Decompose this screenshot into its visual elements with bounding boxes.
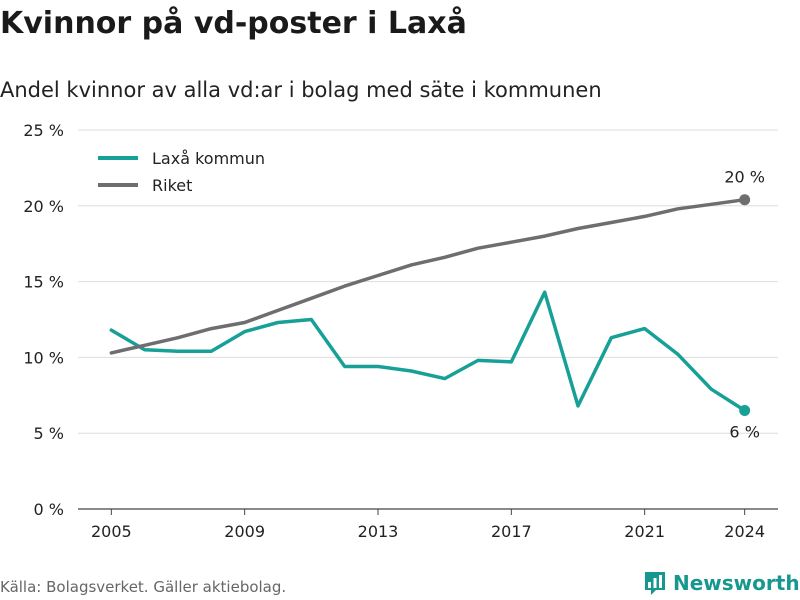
x-tick-label: 2013: [358, 522, 399, 541]
end-value-label: 6 %: [729, 422, 759, 441]
end-value-label: 20 %: [724, 168, 765, 187]
legend-label: Laxå kommun: [152, 149, 265, 168]
brand-logo: Newsworthy: [643, 570, 800, 596]
bar-chart-logo-icon: [645, 572, 665, 595]
chart-title: Kvinnor på vd-poster i Laxå: [0, 6, 467, 41]
y-tick-label: 15 %: [23, 273, 64, 292]
y-tick-label: 10 %: [23, 348, 64, 367]
series-line-riket: [109, 197, 747, 355]
x-tick-label: 2005: [91, 522, 132, 541]
series-endpoint-lax-kommun: [739, 404, 751, 416]
y-tick-label: 5 %: [34, 424, 64, 443]
x-tick-label: 2009: [224, 522, 265, 541]
y-tick-label: 25 %: [23, 121, 64, 140]
legend-label: Riket: [152, 176, 192, 195]
source-note: Källa: Bolagsverket. Gäller aktiebolag.: [0, 578, 287, 596]
x-tick-label: 2021: [624, 522, 665, 541]
series-endpoint-riket: [739, 194, 751, 206]
chart-subtitle: Andel kvinnor av alla vd:ar i bolag med …: [0, 78, 602, 102]
brand-name: Newsworthy: [673, 571, 800, 595]
series-line-lax-kommun: [109, 290, 747, 413]
y-tick-label: 20 %: [23, 197, 64, 216]
y-tick-label: 0 %: [34, 500, 64, 519]
x-tick-label: 2024: [724, 522, 765, 541]
x-tick-label: 2017: [491, 522, 532, 541]
